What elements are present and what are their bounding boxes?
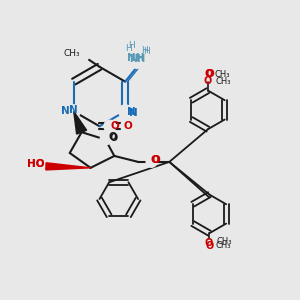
Text: N: N <box>61 106 70 116</box>
Text: H: H <box>128 41 134 50</box>
Circle shape <box>119 105 132 118</box>
Text: O: O <box>109 133 118 143</box>
Text: CH₃: CH₃ <box>64 49 80 58</box>
Text: CH₃: CH₃ <box>215 77 231 86</box>
Polygon shape <box>46 163 91 170</box>
Text: HO: HO <box>27 159 44 169</box>
Text: O: O <box>204 69 213 79</box>
Circle shape <box>128 50 146 68</box>
Text: O: O <box>204 76 212 86</box>
Text: O: O <box>151 155 160 165</box>
Text: O: O <box>206 241 214 251</box>
Text: O: O <box>152 155 160 165</box>
Circle shape <box>74 47 89 62</box>
Text: H: H <box>125 44 132 53</box>
Text: O: O <box>109 132 117 142</box>
Circle shape <box>146 157 157 167</box>
Text: NH: NH <box>129 54 145 64</box>
Circle shape <box>44 159 59 174</box>
Circle shape <box>104 120 116 132</box>
Text: CH₃: CH₃ <box>214 70 230 79</box>
Text: NH: NH <box>127 53 144 63</box>
Circle shape <box>67 105 80 118</box>
Text: CH₃: CH₃ <box>216 241 232 250</box>
Polygon shape <box>74 111 87 134</box>
Text: O: O <box>205 238 213 248</box>
Text: N: N <box>127 107 135 117</box>
Text: H: H <box>142 47 149 56</box>
Circle shape <box>100 134 111 145</box>
Text: CH₃: CH₃ <box>216 237 232 246</box>
Text: N: N <box>69 105 78 115</box>
Text: O: O <box>111 121 120 130</box>
Text: O: O <box>205 69 214 79</box>
Text: HO: HO <box>27 159 44 169</box>
Text: N: N <box>129 108 137 118</box>
Text: O: O <box>124 121 133 131</box>
Text: H: H <box>141 46 148 55</box>
